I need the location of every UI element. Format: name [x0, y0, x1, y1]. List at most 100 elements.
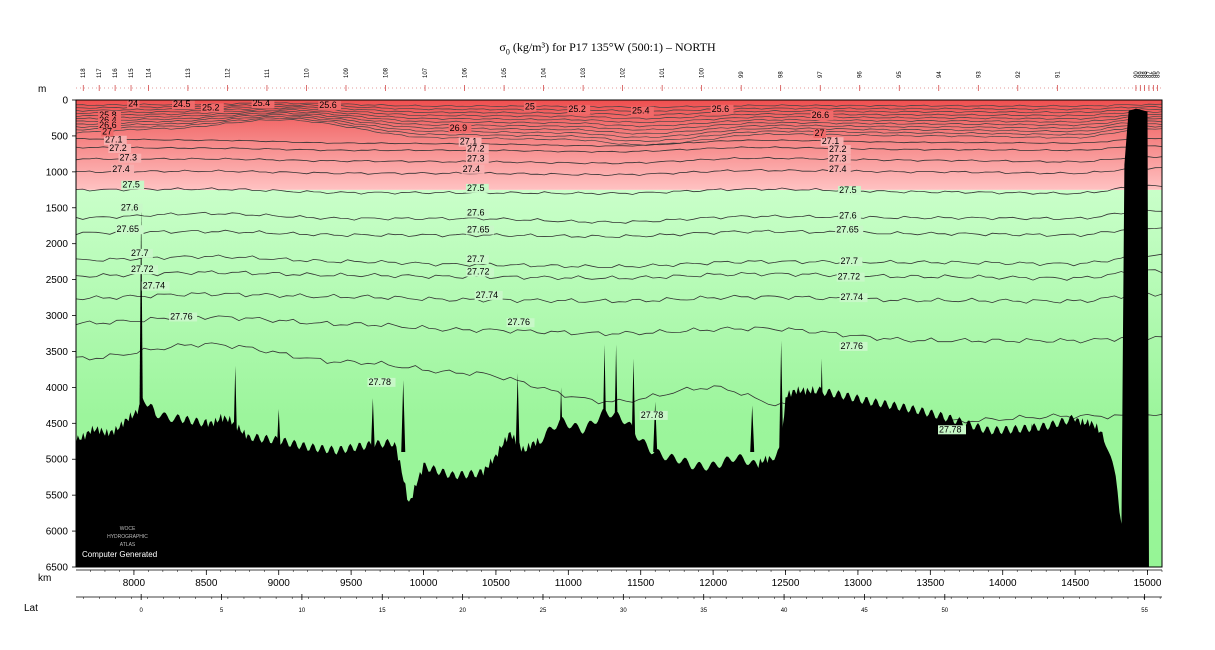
contour-lines — [76, 102, 1162, 425]
lat-tick-label: 25 — [540, 608, 547, 614]
seamount-spike — [631, 358, 636, 453]
station-label: 112 — [225, 68, 231, 78]
station-label: 89 — [1138, 71, 1144, 78]
upper-contour-label: 25.6 — [319, 100, 337, 110]
contour-label: 27.2 — [109, 143, 127, 153]
upper-label-bg — [631, 106, 654, 116]
contour-label-bg — [835, 225, 864, 235]
contour-label-bg — [820, 137, 844, 147]
bottom-profile — [76, 108, 1149, 567]
contour-label-bg — [118, 153, 142, 163]
x-tick-label: 14000 — [989, 578, 1017, 589]
contour-label-bg — [838, 186, 861, 196]
upper-contour-line — [76, 108, 1162, 124]
upper-contour-label: 27 — [814, 128, 824, 138]
upper-contour-line — [76, 113, 1162, 135]
logo-line-2: HYDROGRAPHIC — [107, 534, 148, 540]
upper-contour-label: 26.4 — [99, 115, 117, 125]
contour-label: 27.76 — [841, 341, 864, 351]
seamount-spike — [559, 387, 564, 453]
contour-label: 27.78 — [641, 410, 664, 420]
upper-label-bg — [813, 128, 826, 138]
contour-label-bg — [141, 281, 170, 291]
upper-contour-line — [76, 110, 1162, 128]
logo-line-3: ATLAS — [119, 542, 136, 548]
seamount-spike — [276, 408, 281, 453]
seamount-spike — [614, 344, 619, 453]
y-tick-label: 0 — [62, 96, 68, 107]
seamount-spike — [401, 380, 406, 453]
seamount-spike — [602, 344, 607, 453]
station-label: 105 — [502, 67, 508, 78]
station-label: 108 — [384, 67, 390, 78]
station-label: 118 — [81, 68, 87, 78]
y-tick-label: 6500 — [46, 563, 69, 574]
station-label: 87 — [1147, 71, 1153, 78]
upper-contour-label: 26.6 — [812, 110, 830, 120]
station-label: 116 — [113, 68, 119, 78]
upper-label-bg — [98, 121, 121, 131]
upper-contour-label: 26.9 — [450, 123, 468, 133]
contour-label: 27.6 — [839, 211, 857, 221]
contour-label: 27.3 — [829, 153, 847, 163]
station-label: 113 — [186, 68, 192, 78]
y-tick-label: 2500 — [46, 275, 69, 286]
upper-contour-label: 24.5 — [173, 99, 191, 109]
contour-label: 27.5 — [467, 183, 485, 193]
station-label: 85 — [1156, 71, 1162, 78]
contour-label: 27.2 — [467, 143, 485, 153]
contour-label: 27.74 — [476, 290, 499, 300]
upper-label-bg — [448, 123, 472, 133]
plot-frame — [75, 99, 1163, 568]
lat-unit-label: Lat — [24, 603, 38, 614]
contour-line — [76, 137, 1162, 147]
contour-label: 27.3 — [119, 153, 137, 163]
upper-contour-label: 25.4 — [632, 106, 650, 116]
upper-contour-line — [76, 115, 1162, 139]
upper-label-bg — [98, 110, 121, 120]
contour-label-bg — [103, 135, 127, 145]
station-label: 104 — [542, 67, 548, 78]
contour-label-bg — [115, 225, 144, 235]
upper-contour-line — [76, 117, 1162, 142]
x-tick-label: 9500 — [340, 578, 363, 589]
station-label: 107 — [423, 67, 429, 78]
x-tick-label: 12000 — [699, 578, 727, 589]
y-tick-label: 4500 — [46, 419, 69, 430]
station-label: 109 — [344, 67, 350, 78]
upper-label-bg — [172, 100, 195, 110]
contour-label: 27.5 — [839, 185, 857, 195]
contour-label: 27.65 — [467, 225, 490, 235]
credit-text: Computer Generated — [82, 550, 158, 559]
contour-label: 27.74 — [841, 292, 864, 302]
upper-contour-label: 24 — [128, 98, 138, 108]
title-text: (kg/m³) for P17 135°W (500:1) – NORTH — [509, 40, 716, 54]
station-label: 114 — [146, 68, 152, 78]
x-tick-label: 10500 — [482, 578, 510, 589]
contour-label-bg — [465, 255, 489, 265]
upper-label-bg — [98, 115, 121, 125]
contour-label: 27.7 — [467, 254, 485, 264]
station-label: 97 — [818, 71, 824, 78]
station-label: 96 — [858, 71, 864, 78]
lat-tick-label: 0 — [139, 608, 143, 614]
contour-label: 27.65 — [117, 224, 140, 234]
y-tick-label: 500 — [51, 131, 68, 142]
km-unit-label: km — [38, 573, 51, 584]
contour-label-bg — [827, 145, 851, 155]
upper-label-bg — [101, 127, 114, 137]
seamount-spike — [1029, 423, 1034, 453]
axes: 0500100015002000250030003500400045005000… — [24, 67, 1163, 614]
station-label: 106 — [463, 67, 469, 78]
lat-tick-label: 15 — [379, 608, 386, 614]
lat-tick-label: 20 — [459, 608, 466, 614]
x-tick-label: 8500 — [195, 578, 218, 589]
lat-tick-label: 10 — [299, 608, 306, 614]
contour-label-bg — [465, 208, 489, 218]
contour-label: 27.4 — [463, 164, 481, 174]
title-symbol: σ — [499, 40, 506, 54]
station-label: 101 — [660, 67, 666, 78]
upper-contour-label: 25 — [525, 101, 535, 111]
contour-line — [76, 184, 1162, 196]
